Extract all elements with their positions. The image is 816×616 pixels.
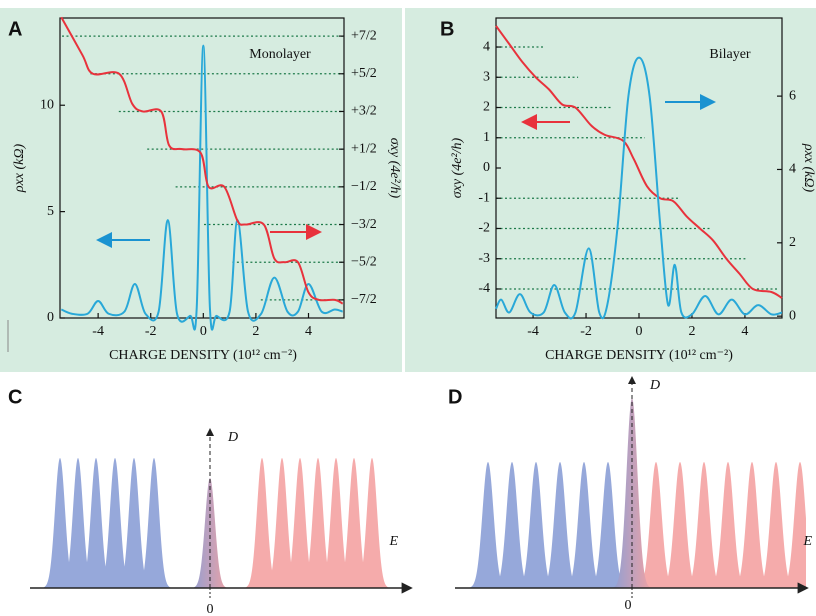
y-tick-label: -4: [478, 281, 490, 296]
x-tick-label: -2: [580, 324, 592, 339]
energy-axis-label: E: [388, 534, 398, 549]
y2-tick-label: 6: [789, 88, 796, 103]
y-tick-label: 10: [40, 97, 54, 112]
y-tick-label: 1: [483, 130, 490, 145]
dos-axis-label: D: [227, 430, 238, 445]
y-axis-label: σxy (4e²/h): [450, 137, 465, 198]
y2-tick-label: 0: [789, 308, 796, 323]
y2-tick-label: +1/2: [351, 141, 377, 156]
dos-hole-area: [240, 458, 400, 588]
annotation: Bilayer: [709, 47, 751, 62]
y-tick-label: -3: [478, 251, 490, 266]
y2-tick-label: +7/2: [351, 28, 377, 43]
x-tick-label: -2: [145, 324, 157, 339]
y2-tick-label: +5/2: [351, 66, 377, 81]
x-tick-label: -4: [527, 324, 539, 339]
panel-background: [405, 8, 816, 372]
y-tick-label: 5: [47, 204, 54, 219]
y-tick-label: 0: [47, 310, 54, 325]
data-line: [495, 25, 783, 299]
panel-label: C: [8, 386, 22, 408]
y-tick-label: -2: [478, 221, 490, 236]
dos-electron-area: [35, 458, 180, 588]
dos-zero-peak: [188, 478, 232, 588]
x-tick-label: 4: [741, 324, 748, 339]
dos-hole-area: [644, 462, 806, 588]
y-tick-label: 4: [483, 39, 490, 54]
y2-tick-label: 4: [789, 162, 796, 177]
panel-label: B: [440, 18, 454, 40]
y2-tick-label: +3/2: [351, 104, 377, 119]
panel-label: D: [448, 386, 462, 408]
y2-tick-label: −5/2: [351, 254, 377, 269]
y2-axis-label: σxy (4e²/h): [387, 138, 402, 199]
y-tick-label: 3: [483, 69, 490, 84]
y2-axis-label: ρxx (kΩ): [801, 143, 816, 193]
x-tick-label: 0: [636, 324, 643, 339]
data-line: [60, 44, 344, 331]
x-tick-label: 2: [252, 324, 259, 339]
dos-axis-label: D: [649, 378, 660, 393]
origin-label: 0: [207, 602, 214, 616]
x-axis-label: CHARGE DENSITY (10¹² cm⁻²): [545, 348, 733, 363]
x-tick-label: 2: [688, 324, 695, 339]
y2-tick-label: −7/2: [351, 292, 377, 307]
plot-frame: [59, 17, 345, 319]
dos-electron-area: [465, 462, 620, 588]
y2-tick-label: −3/2: [351, 217, 377, 232]
annotation: Monolayer: [249, 47, 311, 62]
y-tick-label: 2: [483, 100, 490, 115]
data-line: [60, 16, 344, 305]
y-tick-label: -1: [478, 190, 490, 205]
y-axis-label: ρxx (kΩ): [12, 144, 27, 194]
energy-axis-label: E: [802, 534, 812, 549]
y-tick-label: 0: [483, 160, 490, 175]
x-axis-label: CHARGE DENSITY (10¹² cm⁻²): [109, 348, 297, 363]
data-line: [495, 56, 783, 320]
y2-tick-label: −1/2: [351, 179, 377, 194]
origin-label: 0: [625, 598, 632, 613]
panel-label: A: [8, 18, 22, 40]
y2-tick-label: 2: [789, 235, 796, 250]
x-tick-label: -4: [92, 324, 104, 339]
x-tick-label: 0: [200, 324, 207, 339]
x-tick-label: 4: [305, 324, 312, 339]
